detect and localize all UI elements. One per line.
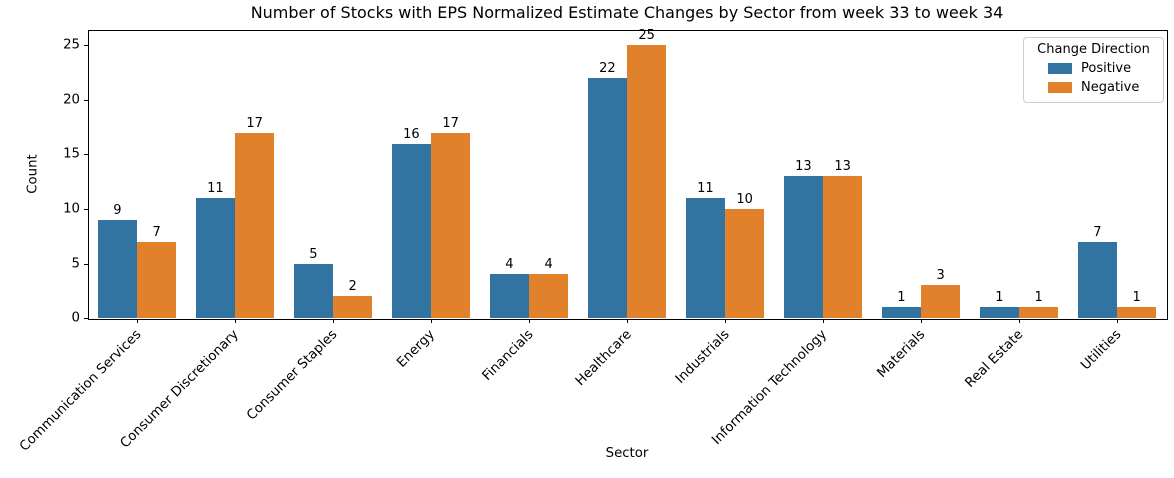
bar-value-label: 22	[599, 61, 616, 76]
x-tick-mark	[333, 319, 334, 323]
y-tick-mark	[84, 263, 88, 265]
bar-value-label: 13	[795, 159, 812, 175]
bar-value-label: 25	[638, 28, 655, 44]
bar-value-label: 5	[309, 246, 318, 262]
x-tick-label-healthcare: Healthcare	[572, 327, 635, 390]
x-tick-label-utilities: Utilities	[1078, 327, 1125, 374]
bar-value-label: 2	[348, 279, 357, 295]
bar-positive-healthcare	[587, 78, 627, 318]
x-tick-mark	[1117, 319, 1118, 323]
x-tick-mark	[431, 319, 432, 323]
x-tick-mark	[823, 319, 824, 323]
x-axis-label: Sector	[605, 446, 649, 461]
y-tick-mark	[84, 208, 88, 210]
y-tick-label: 15	[63, 146, 80, 162]
y-tick-mark	[84, 45, 88, 47]
bar-value-label: 1	[1132, 290, 1141, 306]
bar-negative-utilities	[1117, 307, 1157, 318]
legend-label-negative: Negative	[1081, 80, 1140, 95]
bar-value-label: 7	[1093, 224, 1102, 240]
y-tick-label: 5	[71, 256, 80, 271]
bar-negative-healthcare	[627, 45, 667, 318]
bar-value-label: 3	[936, 268, 945, 284]
y-tick-mark	[84, 318, 88, 319]
y-tick-label: 20	[63, 92, 80, 108]
bar-value-label: 10	[736, 191, 753, 207]
x-tick-label-industrials: Industrials	[672, 327, 733, 387]
x-tick-mark	[921, 319, 922, 323]
y-tick-label: 25	[63, 37, 80, 53]
bar-value-label: 1	[897, 290, 906, 306]
x-tick-label-consumer-staples: Consumer Staples	[244, 327, 341, 424]
legend-item-positive: Positive	[1024, 61, 1163, 76]
bar-value-label: 9	[113, 202, 122, 218]
bar-negative-communication-services	[137, 241, 177, 318]
bar-negative-information-technology	[823, 176, 863, 318]
x-tick-mark	[137, 319, 138, 323]
bar-value-label: 11	[207, 181, 224, 196]
legend-label-positive: Positive	[1081, 61, 1132, 76]
bar-value-label: 1	[995, 290, 1004, 306]
negative-swatch-icon	[1048, 82, 1072, 93]
y-tick-label: 0	[71, 310, 80, 326]
bar-positive-communication-services	[97, 219, 137, 318]
bar-value-label: 4	[544, 257, 553, 273]
x-tick-mark	[627, 319, 628, 323]
bar-positive-information-technology	[783, 176, 823, 318]
x-tick-mark	[725, 319, 726, 323]
bar-value-label: 17	[246, 115, 263, 131]
x-tick-label-consumer-discretionary: Consumer Discretionary	[118, 327, 243, 452]
chart-title: Number of Stocks with EPS Normalized Est…	[250, 3, 1004, 22]
x-tick-label-materials: Materials	[874, 327, 929, 381]
x-tick-label-information-technology: Information Technology	[709, 327, 831, 448]
bar-negative-real-estate	[1019, 307, 1059, 318]
bar-value-label: 1	[1034, 290, 1043, 306]
x-tick-label-financials: Financials	[479, 327, 537, 384]
bar-value-label: 17	[442, 115, 459, 131]
bar-negative-industrials	[725, 208, 765, 318]
bar-negative-energy	[431, 132, 471, 318]
bar-positive-financials	[489, 274, 529, 318]
y-axis-label: Count	[25, 154, 41, 194]
y-tick-mark	[84, 99, 88, 101]
bar-positive-industrials	[685, 198, 725, 318]
x-tick-mark	[1019, 319, 1020, 323]
bar-positive-utilities	[1077, 241, 1117, 318]
bar-positive-energy	[391, 143, 431, 318]
x-tick-mark	[529, 319, 530, 323]
bar-negative-consumer-discretionary	[235, 132, 275, 318]
bar-negative-consumer-staples	[333, 296, 373, 318]
legend-title: Change Direction	[1037, 42, 1150, 57]
x-tick-label-energy: Energy	[394, 327, 439, 371]
bar-positive-real-estate	[979, 307, 1019, 318]
positive-swatch-icon	[1048, 63, 1072, 74]
bar-value-label: 4	[505, 257, 514, 273]
legend: Change Direction Positive Negative	[1023, 37, 1164, 103]
bar-negative-materials	[921, 285, 961, 318]
bar-positive-consumer-discretionary	[195, 198, 235, 318]
bar-value-label: 11	[697, 181, 714, 196]
bar-value-label: 16	[403, 126, 420, 142]
bar-value-label: 7	[152, 224, 161, 240]
legend-item-negative: Negative	[1024, 80, 1163, 95]
bar-negative-financials	[529, 274, 569, 318]
bar-positive-materials	[881, 307, 921, 318]
x-tick-mark	[235, 319, 236, 323]
bar-positive-consumer-staples	[293, 263, 333, 318]
y-tick-mark	[84, 154, 88, 156]
y-tick-label: 10	[63, 201, 80, 217]
x-tick-label-real-estate: Real Estate	[962, 327, 1027, 391]
bar-value-label: 13	[834, 159, 851, 175]
